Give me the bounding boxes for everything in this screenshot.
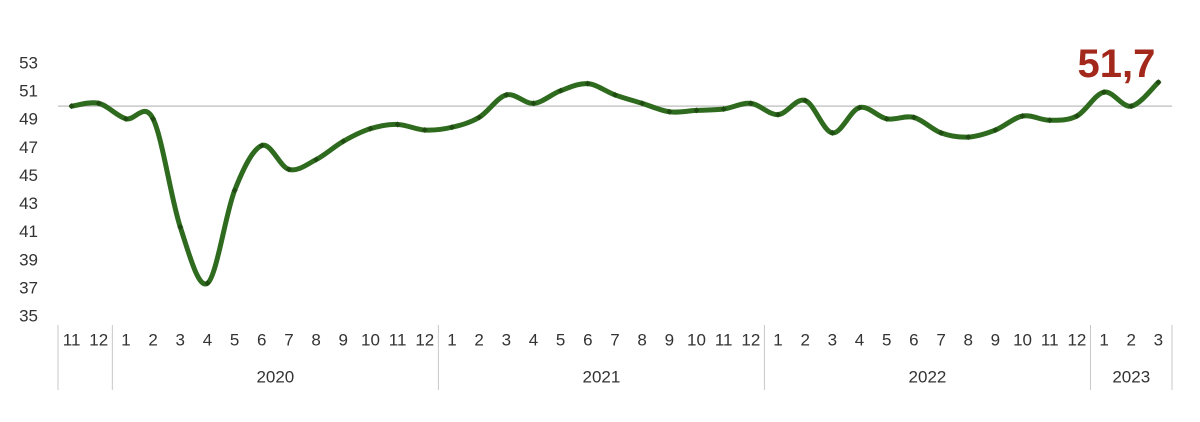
point-marker [883,115,890,122]
x-tick-label: 2 [800,330,809,349]
series-line [69,79,1161,287]
point-marker [394,121,401,128]
point-marker [775,111,782,118]
y-tick-label: 45 [19,166,38,185]
x-tick-label: 10 [361,330,380,349]
point-marker [231,187,238,194]
x-tick-label: 7 [936,330,945,349]
point-marker [612,91,618,98]
y-tick-label: 43 [19,194,38,213]
point-marker [938,129,945,136]
point-marker [965,134,972,141]
point-marker [258,142,265,149]
x-tick-label: 12 [741,330,760,349]
point-marker [448,124,455,131]
point-marker [367,125,374,132]
group-label: 2022 [909,367,947,386]
point-marker [992,127,999,134]
x-tick-label: 8 [963,330,972,349]
point-marker [285,166,292,173]
point-marker [802,97,809,104]
point-marker [747,100,754,107]
point-marker [829,129,836,136]
y-tick-label: 39 [19,250,38,269]
y-tick-label: 49 [19,110,38,129]
value-label: 51,7 [1077,42,1155,86]
x-tick-label: 9 [339,330,348,349]
y-tick-label: 51 [19,82,38,101]
point-marker [313,156,320,163]
x-tick-label: 1 [773,330,782,349]
point-marker [1155,79,1162,86]
x-tick-label: 10 [1013,330,1032,349]
x-tick-label: 2 [474,330,483,349]
x-tick-label: 11 [1041,330,1059,349]
x-tick-label: 12 [89,330,108,349]
x-tick-label: 3 [176,330,185,349]
x-tick-label: 1 [447,330,456,349]
point-marker [530,100,537,107]
x-tick-label: 2 [148,330,157,349]
point-marker [503,91,510,98]
x-tick-label: 4 [529,330,538,349]
point-marker [1073,113,1080,120]
x-tick-label: 12 [415,330,434,349]
x-tick-label: 9 [991,330,1000,349]
x-tick-label: 5 [230,330,239,349]
point-marker [476,114,483,121]
x-tick-label: 12 [1067,330,1086,349]
x-tick-label: 4 [855,330,864,349]
point-marker [1046,117,1053,124]
y-tick-label: 41 [19,222,38,241]
point-marker [122,115,129,122]
point-marker [693,107,700,114]
point-marker [1128,103,1135,110]
x-tick-label: 1 [1099,330,1108,349]
x-tick-label: 10 [687,330,706,349]
x-tick-label: 3 [1154,330,1163,349]
x-tick-label: 4 [203,330,212,349]
x-tick-label: 8 [637,330,646,349]
group-label: 2021 [583,367,621,386]
point-marker [421,127,428,134]
y-tick-label: 53 [19,53,38,72]
x-tick-label: 11 [63,330,81,349]
x-tick-label: 11 [715,330,733,349]
x-tick-label: 8 [311,330,320,349]
y-tick-label: 37 [19,278,38,297]
point-marker [1019,113,1026,120]
point-marker [204,280,211,287]
point-marker [856,104,863,111]
point-marker [557,87,564,94]
x-tick-label: 6 [583,330,592,349]
x-tick-label: 6 [257,330,266,349]
x-tick-label: 5 [882,330,891,349]
x-tick-label: 3 [828,330,837,349]
y-tick-label: 47 [19,138,38,157]
point-marker [584,80,591,87]
x-tick-label: 5 [556,330,565,349]
point-marker [910,114,917,121]
group-label: 2020 [256,367,294,386]
point-marker [177,224,184,231]
point-marker [68,103,75,110]
x-tick-label: 7 [610,330,619,349]
point-marker [150,115,157,122]
point-marker [340,138,347,145]
point-marker [720,105,727,112]
point-marker [95,100,102,107]
x-tick-label: 2 [1127,330,1136,349]
x-tick-label: 7 [284,330,293,349]
point-marker [1101,89,1108,96]
x-tick-label: 1 [121,330,130,349]
x-tick-label: 11 [389,330,407,349]
x-tick-label: 9 [665,330,674,349]
point-marker [666,108,673,115]
y-tick-label: 35 [19,306,38,325]
x-tick-label: 3 [502,330,511,349]
group-label: 2023 [1112,367,1150,386]
x-tick-label: 6 [909,330,918,349]
point-marker [639,100,646,107]
